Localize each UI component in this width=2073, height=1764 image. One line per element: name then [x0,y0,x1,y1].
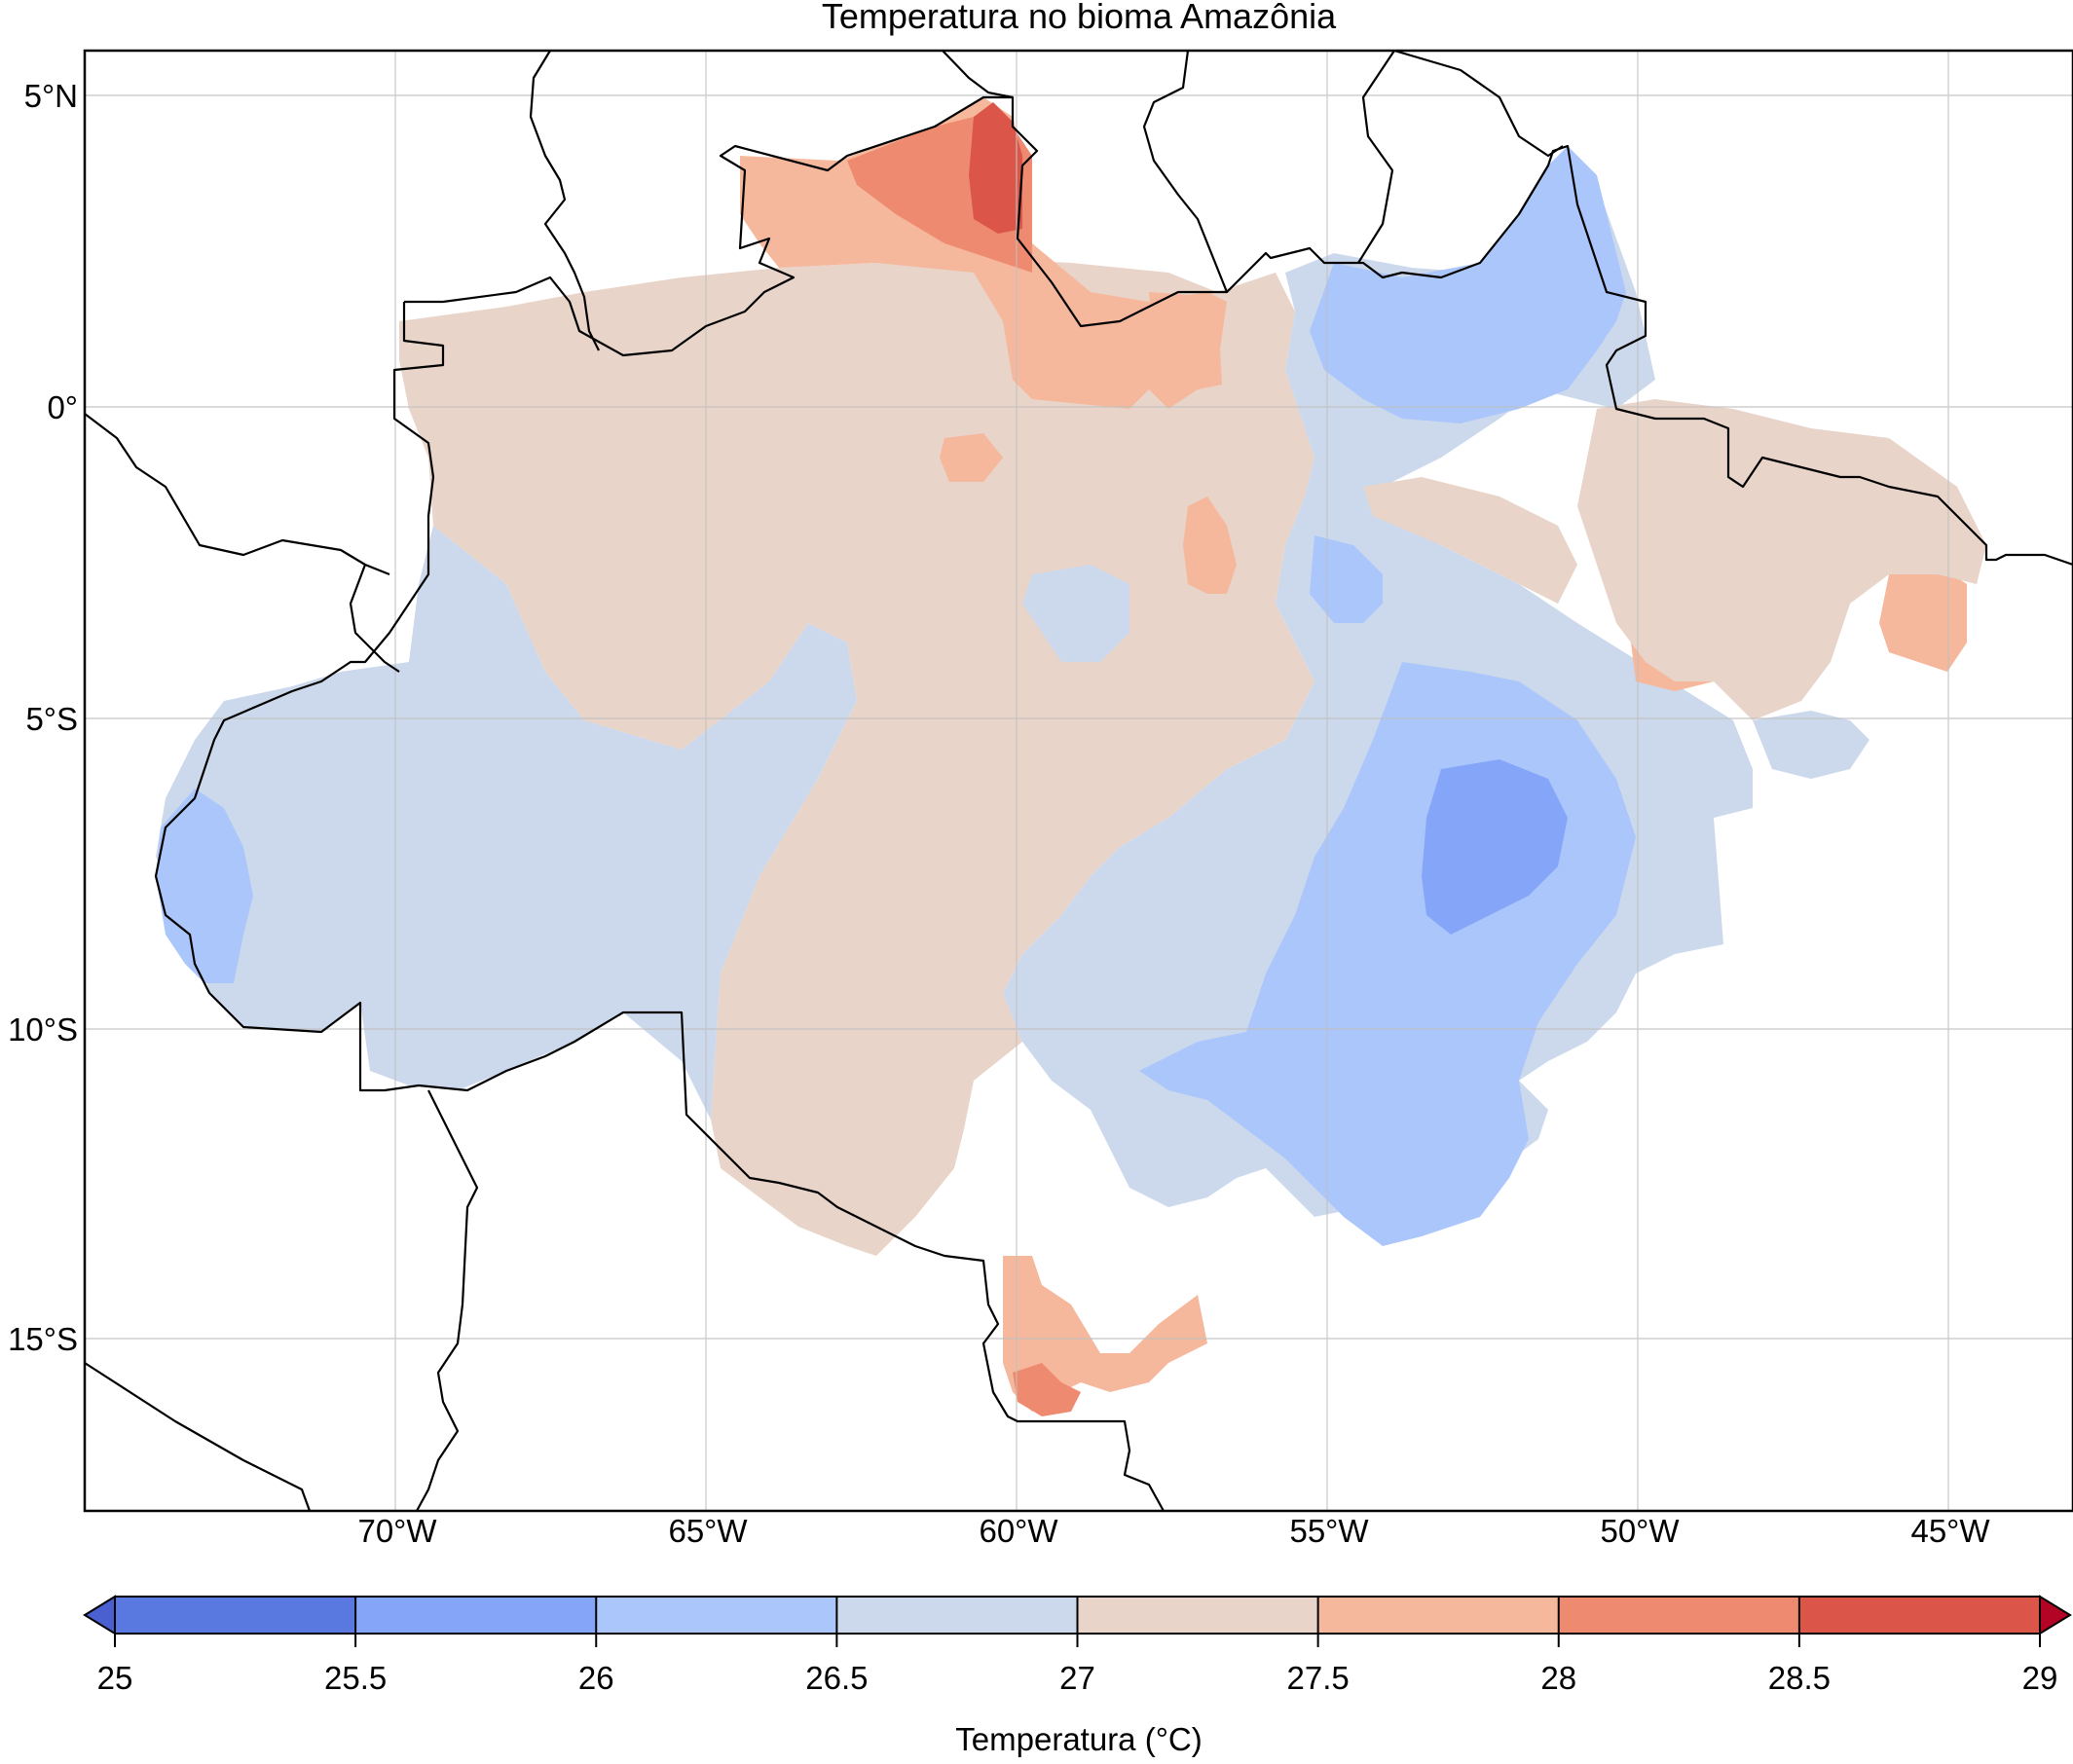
colorbar-over-arrow [2039,1595,2072,1635]
colorbar: 25 25.5 26 26.5 27 27.5 28 28.5 29 Temperatura (… [83,1595,2072,1757]
border-west-1 [85,413,390,576]
temperature-patch [1363,477,1577,604]
colorbar-tick-label: 25 [97,1660,133,1696]
colorbar-under-arrow [83,1595,116,1635]
colorbar-bin [1317,1597,1560,1634]
colorbar-tick-label: 28 [1540,1660,1576,1696]
temperature-patch [1753,711,1869,779]
region-27-27.5-central [399,258,1314,1256]
colorbar-bin [596,1597,837,1634]
graticule [85,51,2073,1511]
colorbar-bin [115,1597,356,1634]
border-west-2 [349,564,400,673]
border-north-1 [529,51,600,351]
temperature-patch [1149,292,1222,409]
lon-label: 60°W [979,1513,1058,1549]
lon-label: 45°W [1910,1513,1990,1549]
region-26-26.5-southwest [156,789,253,983]
biome-boundary [404,95,2073,567]
colorbar-tick-label: 26 [578,1660,614,1696]
temperature-patch [1310,535,1383,623]
temperature-patch [940,433,1003,482]
lat-label: 15°S [8,1321,78,1357]
border-south-2 [85,1362,312,1511]
colorbar-tick-label: 29 [2022,1660,2058,1696]
border-north-2 [942,51,1014,99]
colorbar-bins [115,1597,2041,1634]
lon-label: 70°W [357,1513,437,1549]
temperature-patch [1183,496,1237,594]
lon-label: 55°W [1289,1513,1369,1549]
colorbar-tick-label: 28.5 [1768,1660,1831,1696]
temperature-patch [1879,565,1967,672]
border-north-3 [1142,51,1229,293]
axis-labels: 70°W 65°W 60°W 55°W 50°W 45°W 5°N 0° 5°S… [8,78,1990,1549]
temperature-field [156,97,1986,1416]
lon-label: 65°W [668,1513,748,1549]
colorbar-bin [836,1597,1078,1634]
boundaries [85,51,2073,1511]
region-25.5-26-southeast [1422,759,1568,935]
colorbar-bin [1077,1597,1319,1634]
lat-label: 0° [47,389,78,425]
colorbar-tick-label: 27 [1059,1660,1095,1696]
region-28-28.5-south [1013,1363,1081,1416]
border-south-1 [416,1089,479,1511]
colorbar-bin [355,1597,597,1634]
region-26-26.5-west [156,526,857,1120]
colorbar-ticks: 25 25.5 26 26.5 27 27.5 28 28.5 29 [97,1597,2058,1696]
colorbar-tick-label: 27.5 [1287,1660,1350,1696]
lat-label: 10°S [8,1011,78,1047]
colorbar-bin [1558,1597,1800,1634]
lat-label: 5°N [24,78,78,114]
region-26-26.5-northeast [1310,146,1626,423]
colorbar-tick-label: 25.5 [324,1660,387,1696]
map-frame [83,49,2073,1513]
border-north-4 [1357,51,1395,264]
colorbar-label: Temperatura (°C) [955,1721,1202,1757]
map-title: Temperatura no bioma Amazônia [822,0,1337,36]
border-north-5 [1393,51,1564,158]
lon-label: 50°W [1600,1513,1680,1549]
temperature-patch [1022,565,1129,662]
biome-boundary-southwest [154,302,1165,1511]
colorbar-tick-label: 26.5 [805,1660,868,1696]
region-28.5-29-north [969,102,1022,234]
colorbar-bin [1798,1597,2041,1634]
lat-label: 5°S [25,701,78,737]
map-area [85,51,2073,1511]
region-27.5-28-south [1003,1256,1207,1412]
temperature-patch [1577,399,1986,720]
